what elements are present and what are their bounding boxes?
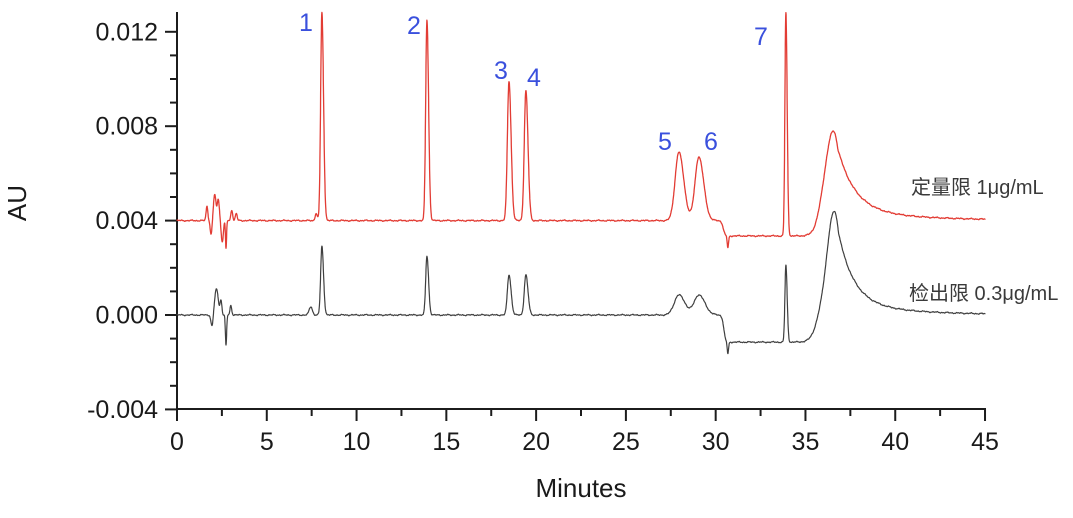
x-axis-tick-label: 5 bbox=[260, 428, 274, 456]
x-axis-tick-label: 0 bbox=[170, 428, 184, 456]
peak-number-1: 1 bbox=[299, 9, 313, 37]
trace-lod bbox=[176, 210, 986, 355]
peak-number-4: 4 bbox=[527, 64, 541, 92]
peak-number-6: 6 bbox=[704, 128, 718, 156]
trace-loq bbox=[176, 11, 986, 249]
y-axis-title: AU bbox=[2, 185, 32, 221]
x-axis-tick-label: 35 bbox=[792, 428, 820, 456]
traces bbox=[176, 11, 986, 355]
peak-number-2: 2 bbox=[407, 12, 421, 40]
y-axis-tick-label: 0.008 bbox=[95, 113, 158, 141]
x-axis-title: Minutes bbox=[535, 473, 626, 503]
x-axis-tick-label: 25 bbox=[612, 428, 640, 456]
x-axis-tick-label: 15 bbox=[432, 428, 460, 456]
peak-number-3: 3 bbox=[494, 57, 508, 85]
y-axis-tick-label: 0.012 bbox=[95, 18, 158, 46]
x-axis-tick-label: 40 bbox=[881, 428, 909, 456]
x-axis: 0 5 10 15 20 25 30 35 40 45 bbox=[170, 408, 999, 456]
peak-number-labels: 1 2 3 4 5 6 7 bbox=[299, 9, 768, 156]
series-labels: 定量限 1μg/mL 检出限 0.3μg/mL bbox=[909, 176, 1058, 305]
peak-number-5: 5 bbox=[658, 128, 672, 156]
peak-number-7: 7 bbox=[754, 23, 768, 51]
x-axis-tick-label: 20 bbox=[522, 428, 550, 456]
y-axis: -0.004 0.000 0.004 0.008 0.012 bbox=[87, 12, 178, 424]
y-axis-tick-label: 0.004 bbox=[95, 207, 158, 235]
x-axis-tick-label: 45 bbox=[971, 428, 999, 456]
x-axis-tick-label: 10 bbox=[343, 428, 371, 456]
series-label-loq: 定量限 1μg/mL bbox=[911, 176, 1044, 199]
y-axis-tick-label: 0.000 bbox=[95, 302, 158, 330]
x-axis-tick-label: 30 bbox=[702, 428, 730, 456]
series-label-lod: 检出限 0.3μg/mL bbox=[909, 282, 1058, 305]
y-axis-tick-label: -0.004 bbox=[87, 396, 158, 424]
